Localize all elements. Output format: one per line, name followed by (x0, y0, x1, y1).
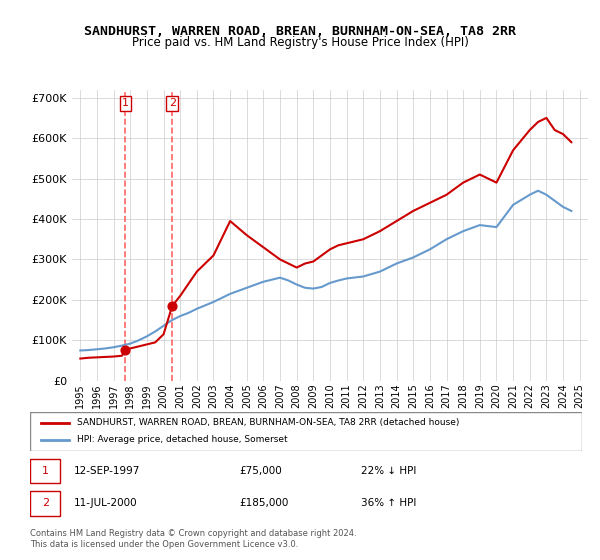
Text: 2: 2 (169, 99, 176, 108)
Text: 11-JUL-2000: 11-JUL-2000 (74, 498, 138, 508)
Text: £75,000: £75,000 (240, 466, 283, 476)
Text: SANDHURST, WARREN ROAD, BREAN, BURNHAM-ON-SEA, TA8 2RR: SANDHURST, WARREN ROAD, BREAN, BURNHAM-O… (84, 25, 516, 38)
Text: 1: 1 (122, 99, 129, 108)
Point (167, 301, 177, 310)
Text: 36% ↑ HPI: 36% ↑ HPI (361, 498, 416, 508)
Text: 22% ↓ HPI: 22% ↓ HPI (361, 466, 416, 476)
Text: Contains HM Land Registry data © Crown copyright and database right 2024.
This d: Contains HM Land Registry data © Crown c… (30, 529, 356, 549)
Text: 2: 2 (42, 498, 49, 508)
Text: 1: 1 (42, 466, 49, 476)
Text: Price paid vs. HM Land Registry's House Price Index (HPI): Price paid vs. HM Land Registry's House … (131, 36, 469, 49)
FancyBboxPatch shape (30, 412, 582, 451)
Text: SANDHURST, WARREN ROAD, BREAN, BURNHAM-ON-SEA, TA8 2RR (detached house): SANDHURST, WARREN ROAD, BREAN, BURNHAM-O… (77, 418, 459, 427)
Text: HPI: Average price, detached house, Somerset: HPI: Average price, detached house, Some… (77, 435, 287, 444)
FancyBboxPatch shape (30, 459, 61, 483)
Text: 12-SEP-1997: 12-SEP-1997 (74, 466, 140, 476)
FancyBboxPatch shape (30, 491, 61, 516)
Text: £185,000: £185,000 (240, 498, 289, 508)
Point (121, 346, 130, 355)
